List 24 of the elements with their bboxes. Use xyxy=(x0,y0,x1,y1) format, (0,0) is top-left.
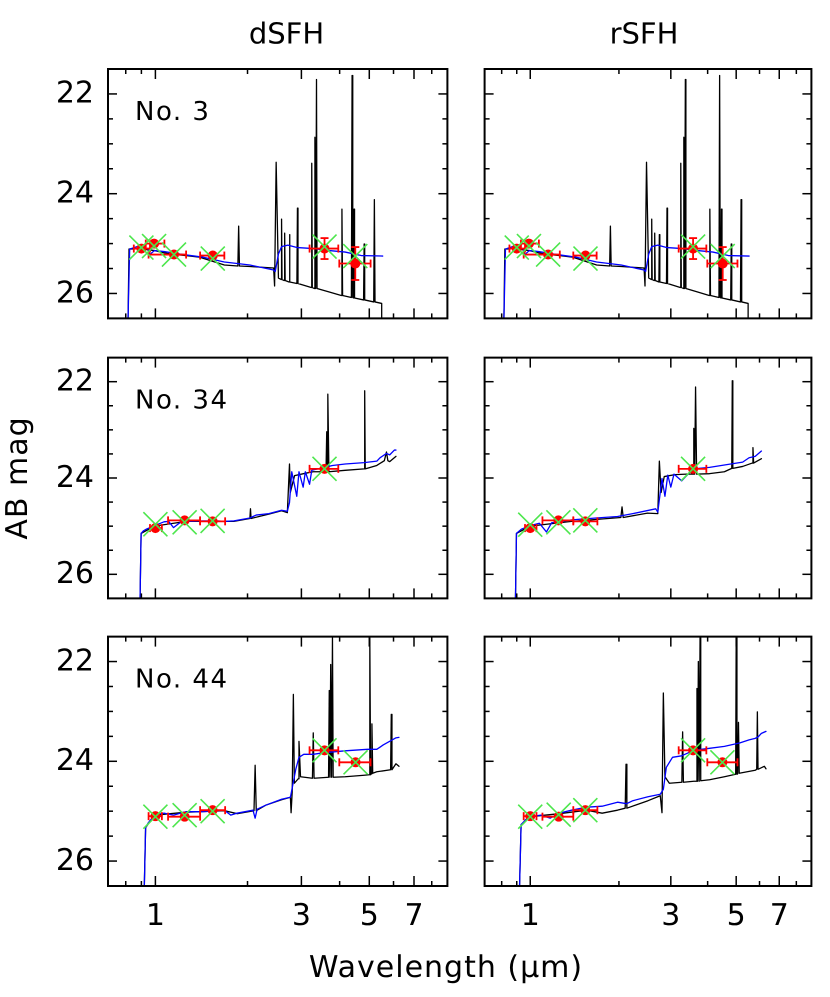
y-tick-label: 26 xyxy=(56,275,94,310)
annotation: No. 3 xyxy=(135,97,210,127)
y-axis-title: AB mag xyxy=(0,416,35,540)
x-tick-label: 7 xyxy=(770,898,789,933)
y-tick-label: 26 xyxy=(56,556,94,591)
x-tick-label: 7 xyxy=(404,898,424,933)
x-tick-label: 3 xyxy=(292,898,311,933)
y-tick-label: 24 xyxy=(56,175,94,210)
annotation: No. 44 xyxy=(135,664,229,695)
x-axis-title: Wavelength (μm) xyxy=(308,950,584,985)
x-tick-label: 1 xyxy=(146,898,165,933)
y-tick-label: 22 xyxy=(56,643,94,678)
x-tick-label: 5 xyxy=(726,898,746,933)
y-tick-label: 22 xyxy=(56,362,94,398)
chart-title: rSFH xyxy=(610,16,678,50)
x-tick-label: 3 xyxy=(661,898,680,933)
y-tick-label: 26 xyxy=(56,842,94,878)
y-tick-label: 24 xyxy=(56,743,94,778)
y-tick-label: 24 xyxy=(56,459,94,494)
y-tick-label: 22 xyxy=(56,76,94,111)
chart-title: dSFH xyxy=(248,16,324,50)
annotation: No. 34 xyxy=(135,385,229,416)
x-tick-label: 1 xyxy=(520,898,540,933)
x-tick-label: 5 xyxy=(360,898,379,933)
